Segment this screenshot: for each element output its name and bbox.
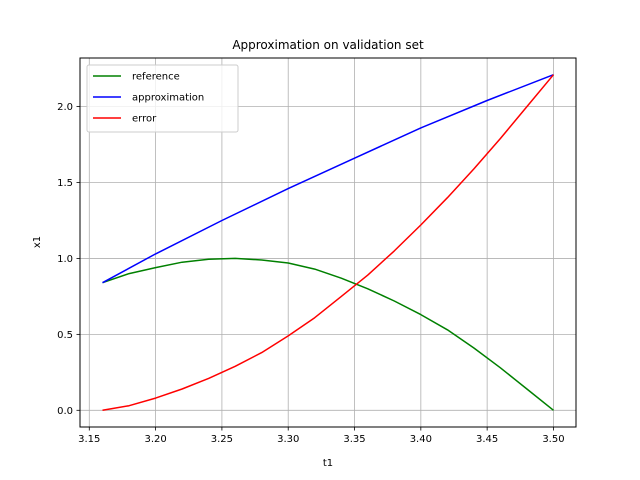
x-tick-label: 3.25	[211, 434, 233, 445]
plot-frame	[79, 57, 577, 428]
y-tick-label: 1.5	[57, 178, 73, 189]
x-tick-label: 3.35	[343, 434, 365, 445]
ticks: 3.15 3.20 3.25 3.30 3.35 3.40 3.45 3.50 0.0 0.5 1.…	[57, 102, 564, 445]
y-tick-label: 2.0	[57, 102, 73, 113]
y-tick-label: 0.0	[57, 406, 73, 417]
legend-box	[86, 64, 239, 133]
legend-label-reference: reference	[132, 72, 180, 83]
legend: reference approximation error	[86, 64, 239, 133]
x-tick-label: 3.15	[78, 434, 100, 445]
x-tick-label: 3.50	[542, 434, 564, 445]
series-layer	[102, 74, 555, 412]
y-tick-label: 1.0	[57, 254, 73, 265]
x-tick-label: 3.20	[144, 434, 166, 445]
x-tick-label: 3.30	[277, 434, 299, 445]
y-axis-label: x1	[32, 236, 43, 248]
x-tick-label: 3.45	[476, 434, 498, 445]
series-line-reference	[102, 257, 554, 411]
series-line-error	[102, 74, 555, 412]
x-axis-label: t1	[323, 458, 333, 469]
series-line-approximation	[102, 74, 554, 284]
y-tick-label: 0.5	[57, 330, 73, 341]
legend-label-error: error	[132, 114, 157, 125]
chart-title: Approximation on validation set	[232, 38, 424, 52]
x-tick-label: 3.40	[410, 434, 432, 445]
legend-label-approximation: approximation	[132, 93, 204, 104]
